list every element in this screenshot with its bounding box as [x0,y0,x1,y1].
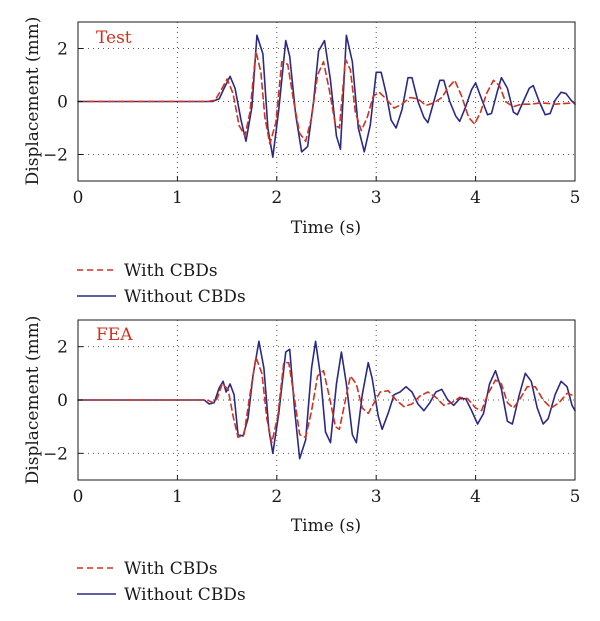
plot-lines [77,34,576,158]
x-tick-label: 1 [172,188,183,208]
x-tick-label: 0 [73,487,84,507]
x-axis-label: Time (s) [291,516,361,536]
x-tick-label: 4 [470,188,481,208]
y-tick-label: −2 [43,444,68,464]
axis-ticks: 0 1 2 3 4 5 −2 0 2 [43,338,580,507]
panel-label: Test [96,28,132,48]
legend: With CBDs Without CBDs [77,559,246,605]
x-tick-label: 3 [371,188,382,208]
panel-fea: 0 1 2 3 4 5 −2 0 2 FEA Time (s) Displacement (mm… [23,316,580,605]
y-axis-label: Displacement (mm) [23,17,43,186]
x-tick-label: 2 [271,188,282,208]
y-tick-label: −2 [43,146,68,166]
y-tick-label: 0 [57,93,68,113]
axis-ticks: 0 1 2 3 4 5 −2 0 2 [43,40,580,209]
legend-label-with-cbds: With CBDs [124,559,218,579]
y-tick-label: 2 [57,40,68,60]
y-axis-label: Displacement (mm) [23,316,43,485]
series-line-with-cbds [77,50,576,145]
legend-label-without-cbds: Without CBDs [124,287,246,307]
x-tick-label: 4 [470,487,481,507]
panel-test: 0 1 2 3 4 5 −2 0 2 Test Time (s) Displacement (m… [23,17,580,307]
series-line-without-cbds [77,34,576,158]
legend-label-without-cbds: Without CBDs [124,585,246,605]
plot-lines [77,340,576,460]
series-line-with-cbds [77,356,576,444]
x-tick-label: 2 [271,487,282,507]
x-tick-label: 1 [172,487,183,507]
x-tick-label: 5 [570,188,581,208]
panel-label: FEA [96,325,133,345]
x-axis-label: Time (s) [291,218,361,238]
y-tick-label: 0 [57,391,68,411]
legend: With CBDs Without CBDs [77,261,246,307]
x-tick-label: 5 [570,487,581,507]
x-tick-label: 3 [371,487,382,507]
legend-label-with-cbds: With CBDs [124,261,218,281]
x-tick-label: 0 [73,188,84,208]
y-tick-label: 2 [57,338,68,358]
